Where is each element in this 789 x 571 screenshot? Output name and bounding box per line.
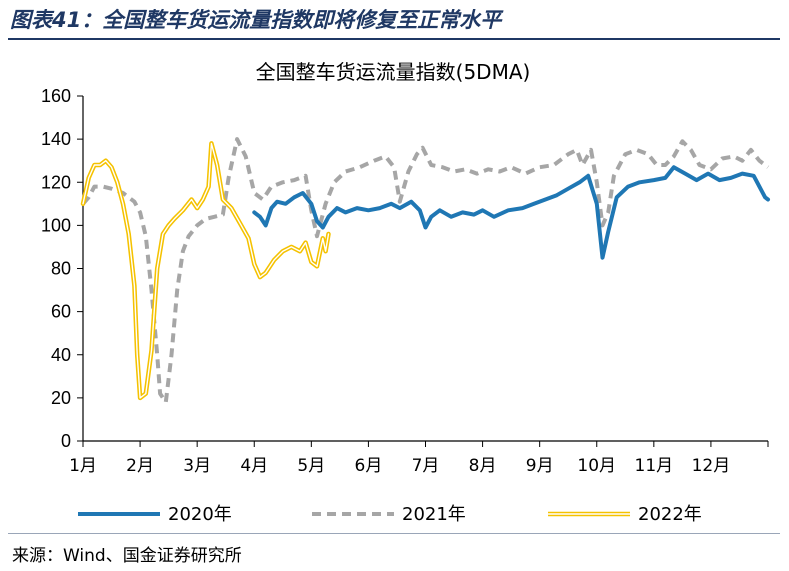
x-tick-label: 5月 xyxy=(297,456,325,476)
y-tick-label: 80 xyxy=(51,259,71,279)
x-tick-label: 4月 xyxy=(240,456,268,476)
y-tick-label: 20 xyxy=(51,388,71,408)
chart-title: 全国整车货运流量指数(5DMA) xyxy=(256,60,531,84)
footer-divider xyxy=(8,533,780,534)
series-layer xyxy=(80,137,770,405)
series-2022-line-inner xyxy=(82,142,330,399)
title-underline xyxy=(8,38,780,40)
series-2020-line xyxy=(252,165,770,260)
x-tick-label: 11月 xyxy=(635,456,674,476)
x-tick-label: 8月 xyxy=(469,456,497,476)
x-tick-label: 1月 xyxy=(69,456,97,476)
x-tick-label: 6月 xyxy=(355,456,383,476)
y-tick-label: 100 xyxy=(41,215,71,235)
legend-2020-label: 2020年 xyxy=(168,504,232,525)
legend-2022-label: 2022年 xyxy=(638,504,702,525)
y-tick-label: 140 xyxy=(41,129,71,149)
figure-title: 图表41：全国整车货运流量指数即将修复至正常水平 xyxy=(10,8,502,32)
y-axis: 0 20 40 60 80 100 120 140 160 xyxy=(41,86,84,451)
source-note: 来源：Wind、国金证券研究所 xyxy=(12,546,242,566)
x-tick-label: 2月 xyxy=(126,456,154,476)
legend-2021-label: 2021年 xyxy=(402,504,466,525)
x-tick-label: 10月 xyxy=(577,456,616,476)
y-tick-label: 40 xyxy=(51,345,71,365)
y-tick-label: 60 xyxy=(51,302,71,322)
x-tick-label: 3月 xyxy=(183,456,211,476)
x-axis: 1月 2月 3月 4月 5月 6月 7月 8月 9月 10月 11月 12月 xyxy=(69,440,769,476)
x-tick-label: 12月 xyxy=(692,456,731,476)
y-tick-label: 160 xyxy=(41,86,71,106)
legend: 2020年 2021年 2022年 xyxy=(78,504,702,525)
line-chart: 全国整车货运流量指数(5DMA) 0 20 40 60 80 100 120 140 160 1… xyxy=(41,60,770,525)
x-tick-label: 7月 xyxy=(412,456,440,476)
x-tick-label: 9月 xyxy=(526,456,554,476)
y-tick-label: 0 xyxy=(61,431,71,451)
y-tick-label: 120 xyxy=(41,172,71,192)
